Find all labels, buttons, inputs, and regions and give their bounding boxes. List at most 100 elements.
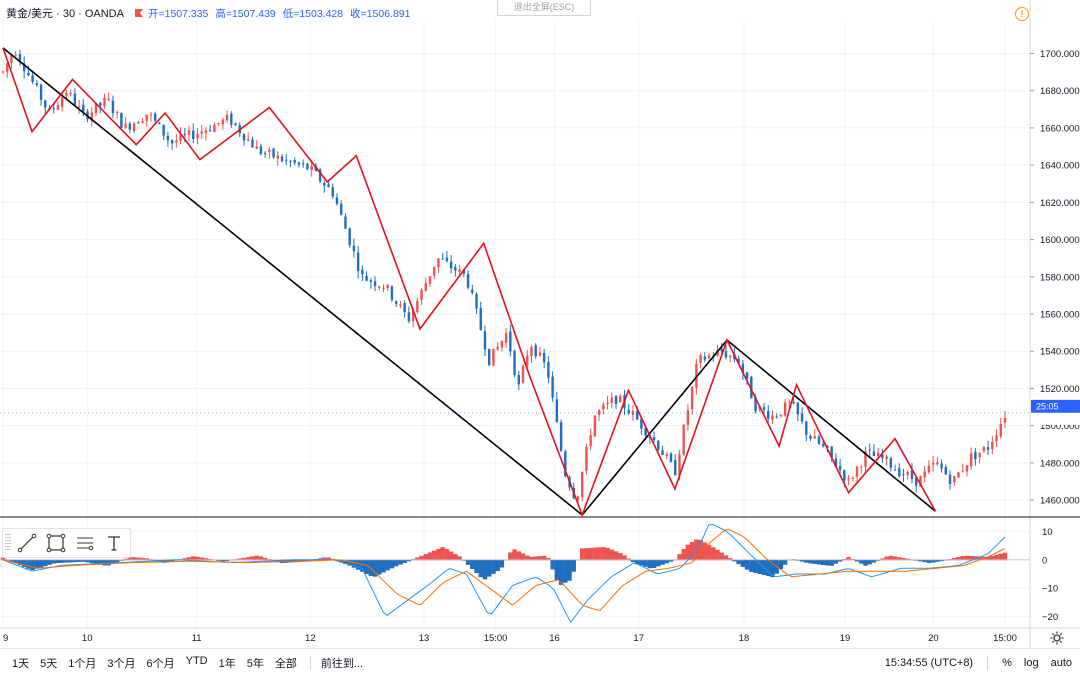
time-tick-label: 11 (192, 633, 202, 644)
candle-body (6, 63, 9, 72)
text-tool-icon[interactable] (101, 530, 127, 556)
candle-body (526, 355, 529, 366)
histogram-bar (85, 559, 90, 563)
histogram-bar (457, 556, 462, 561)
histogram-bar (161, 559, 166, 563)
histogram-bar (136, 557, 141, 561)
candle-body (737, 358, 740, 364)
candle-body (221, 119, 225, 125)
fib-lines-icon[interactable] (72, 530, 98, 556)
histogram-bar (930, 559, 936, 563)
macd-tick-label: 10 (1042, 527, 1053, 538)
histogram-bar (990, 555, 995, 561)
candle-body (31, 75, 34, 83)
candle-body (10, 55, 13, 63)
histogram-bar (567, 559, 572, 581)
histogram-bar (922, 559, 927, 563)
rectangle-icon[interactable] (43, 530, 69, 556)
histogram-bar (191, 556, 196, 561)
candle-body (614, 395, 618, 405)
histogram-bar (592, 547, 598, 561)
last-price-countdown: 25:05 (1036, 401, 1059, 411)
histogram-bar (778, 559, 784, 570)
open-value: 开=1507.335 (147, 7, 209, 20)
candle-body (327, 184, 330, 187)
range-button[interactable]: 5天 (40, 657, 58, 670)
candle-body (703, 356, 707, 360)
candle-body (547, 362, 550, 378)
symbol-label[interactable]: 黄金/美元 · 30 · OANDA (6, 8, 124, 20)
trendline-icon[interactable] (14, 530, 40, 556)
histogram-bar (723, 555, 729, 561)
candle-body (927, 465, 931, 473)
range-button[interactable]: 1天 (12, 657, 30, 670)
histogram-bar (51, 559, 56, 564)
range-button[interactable]: 5年 (246, 657, 264, 670)
time-tick-label: 12 (305, 633, 316, 644)
histogram-bar (651, 559, 657, 568)
candle-body (179, 133, 182, 141)
candle-body (754, 397, 757, 412)
range-button[interactable]: 1年 (218, 657, 236, 670)
histogram-bar (491, 559, 496, 574)
histogram-bar (224, 559, 230, 562)
chart-canvas[interactable]: 1700.000 1680.000 1660.000 1640.000 1620.000… (0, 0, 1080, 648)
candle-body (213, 124, 216, 133)
exit-fullscreen-button[interactable]: 退出全屏(ESC) (497, 0, 591, 16)
range-button[interactable]: 1个月 (68, 657, 97, 670)
candle-body (589, 435, 592, 447)
histogram-bar (106, 559, 111, 566)
log-toggle[interactable]: log (1023, 656, 1039, 669)
histogram-bar (859, 559, 864, 564)
histogram-bar (833, 559, 839, 564)
candle-body (898, 468, 901, 477)
candle-body (297, 162, 301, 165)
range-button[interactable]: YTD (185, 654, 208, 667)
candle-body (52, 108, 55, 110)
histogram-bar (622, 555, 627, 561)
histogram-bar (216, 559, 221, 561)
histogram-bar (914, 559, 919, 561)
histogram-bar (719, 552, 724, 561)
candle-body (564, 451, 567, 477)
range-button[interactable]: 6个月 (146, 657, 175, 670)
candle-body (931, 462, 935, 465)
histogram-bar (512, 549, 517, 561)
goto-button[interactable]: 前往到... (320, 657, 364, 670)
candle-body (690, 386, 694, 410)
drag-handle-icon[interactable] (5, 534, 11, 552)
range-buttons: 1天 5天 1个月 3个月 6个月 YTD 1年 5年 全部 (12, 655, 297, 671)
candle-body (923, 471, 926, 478)
histogram-bar (596, 547, 602, 561)
warning-icon[interactable]: ! (1015, 7, 1029, 21)
histogram-bar (17, 559, 23, 566)
auto-toggle[interactable]: auto (1050, 656, 1072, 669)
grid-lines (0, 20, 1030, 628)
histogram-bar (689, 542, 695, 561)
histogram-bar (736, 559, 741, 565)
candle-body (145, 114, 148, 122)
candle-body (788, 401, 791, 403)
candle-body (665, 454, 668, 456)
percent-toggle[interactable]: % (1002, 656, 1012, 669)
range-button[interactable]: 全部 (274, 657, 297, 670)
histogram-bar (681, 548, 686, 561)
histogram-bar (558, 559, 564, 585)
clock-label[interactable]: 15:34:55 (UTC+8) (884, 656, 974, 669)
histogram-bar (127, 557, 133, 561)
histogram-bar (550, 559, 555, 570)
histogram-bar (571, 559, 576, 572)
candle-body (137, 122, 140, 124)
flag-icon[interactable] (134, 8, 144, 18)
candle-body (716, 350, 719, 356)
range-button[interactable]: 3个月 (107, 657, 136, 670)
candle-body (750, 376, 753, 399)
histogram-bar (444, 549, 450, 561)
histogram-bar (114, 559, 120, 563)
candle-body (872, 451, 876, 457)
histogram-bar (508, 552, 513, 561)
candle-body (661, 450, 664, 455)
settings-gear-icon[interactable] (1050, 631, 1064, 645)
histogram-bar (326, 557, 331, 561)
candle-body (678, 454, 681, 476)
